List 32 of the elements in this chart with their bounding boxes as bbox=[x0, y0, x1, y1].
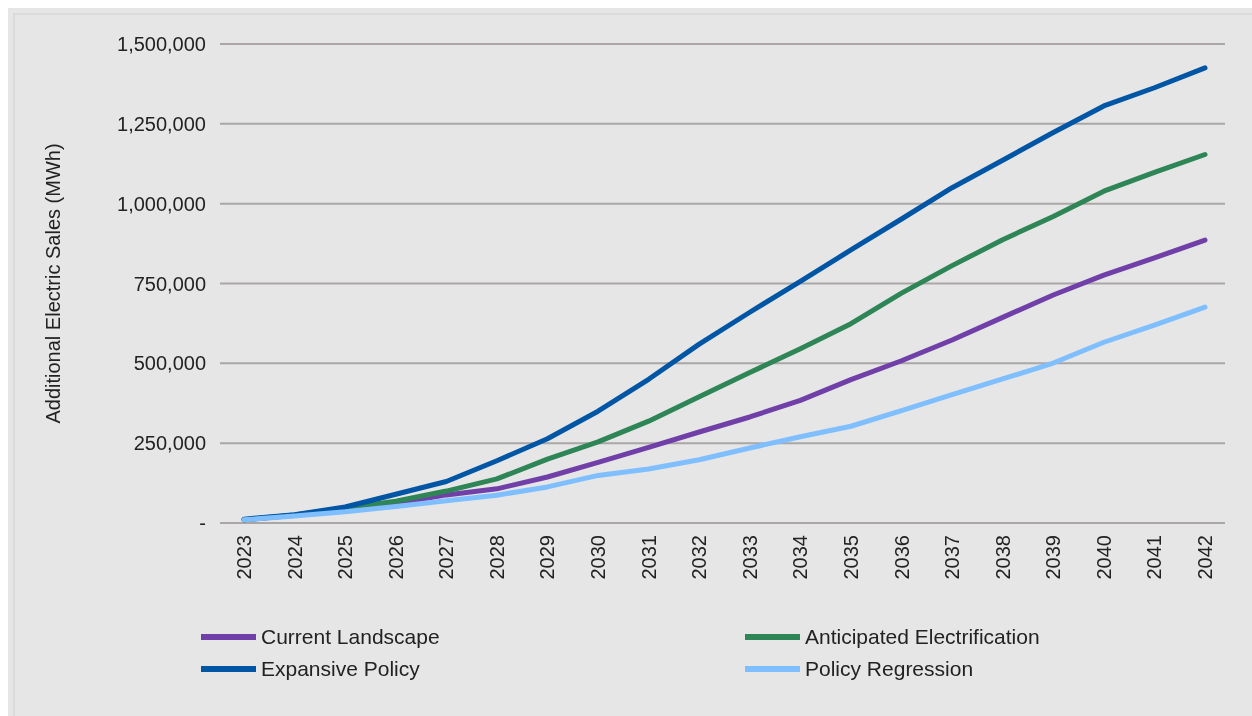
y-tick-label: 1,500,000 bbox=[117, 33, 206, 55]
x-tick-label: 2030 bbox=[587, 535, 610, 580]
y-tick-label: 750,000 bbox=[133, 272, 206, 295]
x-tick-label: 2029 bbox=[536, 535, 559, 580]
x-tick-label: 2024 bbox=[283, 535, 306, 580]
x-tick-label: 2039 bbox=[1042, 535, 1065, 580]
x-tick-label: 2042 bbox=[1194, 535, 1216, 580]
x-tick-label: 2041 bbox=[1143, 535, 1166, 580]
x-tick-label: 2023 bbox=[233, 535, 255, 580]
x-tick-label: 2031 bbox=[637, 535, 660, 580]
legend-label: Policy Regression bbox=[805, 657, 974, 681]
x-tick-label: 2032 bbox=[688, 535, 711, 580]
x-tick-label: 2027 bbox=[435, 535, 458, 580]
legend-label: Current Landscape bbox=[261, 625, 440, 649]
legend-label: Expansive Policy bbox=[261, 657, 421, 681]
y-tick-label: 500,000 bbox=[133, 352, 206, 375]
y-tick-label: 250,000 bbox=[133, 432, 206, 455]
x-tick-label: 2035 bbox=[839, 535, 862, 580]
x-tick-label: 2033 bbox=[738, 535, 761, 580]
y-tick-label: 1,000,000 bbox=[117, 192, 206, 215]
x-tick-label: 2034 bbox=[789, 535, 812, 580]
x-tick-label: 2028 bbox=[485, 535, 508, 580]
x-tick-label: 2040 bbox=[1092, 535, 1115, 580]
y-tick-label: 1,250,000 bbox=[117, 112, 206, 135]
x-tick-label: 2025 bbox=[334, 535, 357, 580]
x-tick-label: 2037 bbox=[941, 535, 964, 580]
x-tick-label: 2036 bbox=[890, 535, 913, 580]
y-tick-label: - bbox=[199, 512, 206, 534]
x-tick-label: 2026 bbox=[384, 535, 407, 580]
legend-label: Anticipated Electrification bbox=[805, 625, 1040, 649]
y-axis-title: Additional Electric Sales (MWh) bbox=[42, 143, 64, 424]
x-tick-label: 2038 bbox=[991, 535, 1014, 580]
